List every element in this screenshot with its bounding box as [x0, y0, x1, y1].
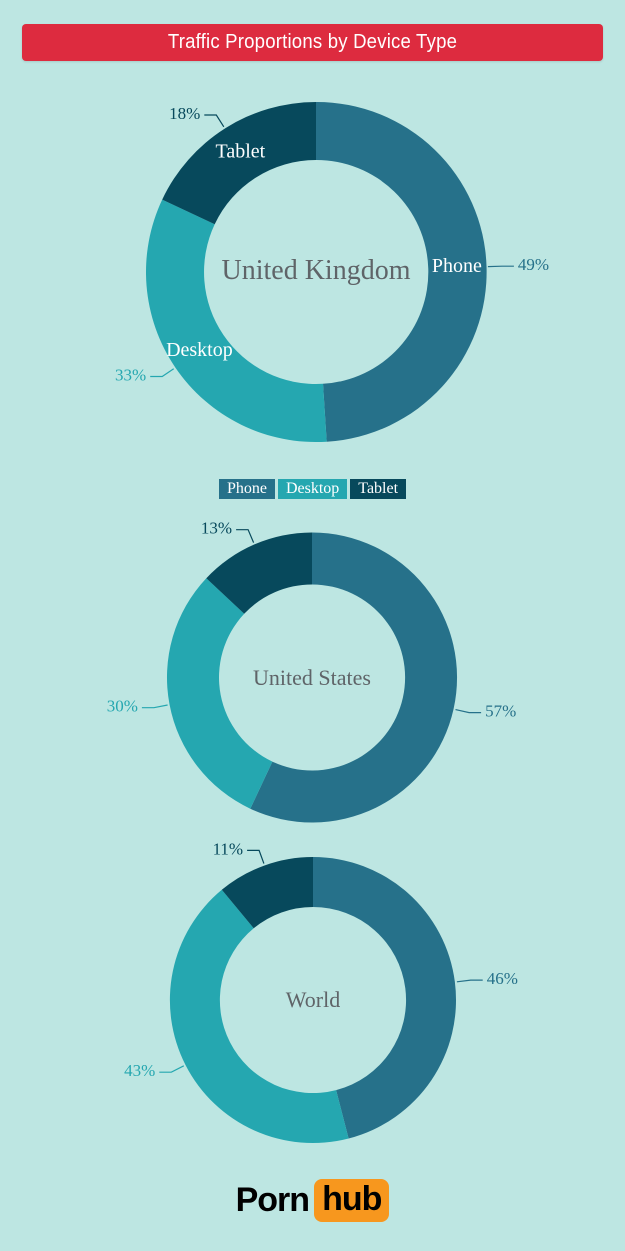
world-phone-value-label: 46% — [487, 969, 518, 988]
uk-phone-value-label: 49% — [518, 255, 549, 274]
us-center-label: United States — [253, 665, 371, 690]
logo-text-hub: hub — [322, 1179, 382, 1218]
world-tablet-value-label: 11% — [213, 839, 244, 858]
legend-label-desktop: Desktop — [285, 480, 340, 497]
uk-phone-segment — [316, 101, 487, 442]
header-banner: Traffic Proportions by Device Type — [22, 24, 603, 61]
world-tablet-segment — [221, 857, 313, 929]
us-phone-value-label: 57% — [485, 702, 516, 721]
us-desktop-segment — [166, 578, 273, 809]
us-tablet-leader-line — [236, 529, 255, 543]
us-tablet-segment — [206, 532, 312, 614]
uk-tablet-slice-label: Tablet — [216, 140, 266, 162]
us-desktop-leader-line — [141, 704, 168, 709]
us-phone-leader-line — [455, 709, 482, 714]
logo-text-porn: Porn — [235, 1180, 310, 1219]
world-phone-leader-line — [456, 979, 483, 983]
world-phone-segment — [313, 857, 457, 1139]
page-title: Traffic Proportions by Device Type — [167, 31, 458, 53]
us-tablet-value-label: 13% — [201, 519, 232, 538]
logo-hub-box: hub — [314, 1178, 390, 1222]
uk-center-label: United Kingdom — [221, 255, 411, 286]
us-desktop-value-label: 30% — [107, 697, 138, 716]
world-center-label: World — [285, 987, 341, 1012]
pornhub-logo: Porn hub — [0, 1178, 625, 1222]
world-tablet-leader-line — [247, 849, 265, 864]
uk-tablet-segment — [162, 102, 316, 225]
uk-tablet-leader-line — [204, 114, 225, 128]
uk-desktop-slice-label: Desktop — [166, 339, 233, 361]
legend-item-desktop: Desktop — [277, 479, 348, 499]
uk-phone-slice-label: Phone — [432, 255, 482, 277]
uk-desktop-leader-line — [150, 368, 175, 378]
legend-item-tablet: Tablet — [350, 479, 407, 499]
legend-label-phone: Phone — [226, 480, 267, 497]
us-phone-segment — [250, 532, 458, 823]
legend-label-tablet: Tablet — [358, 480, 399, 497]
world-desktop-value-label: 43% — [124, 1061, 155, 1080]
legend-item-phone: Phone — [218, 479, 275, 499]
uk-desktop-segment — [145, 199, 327, 443]
uk-tablet-value-label: 18% — [169, 104, 200, 123]
device-legend: Phone Desktop Tablet — [0, 479, 625, 499]
uk-desktop-value-label: 33% — [115, 365, 146, 384]
world-desktop-segment — [169, 889, 349, 1144]
world-desktop-leader-line — [159, 1065, 185, 1073]
